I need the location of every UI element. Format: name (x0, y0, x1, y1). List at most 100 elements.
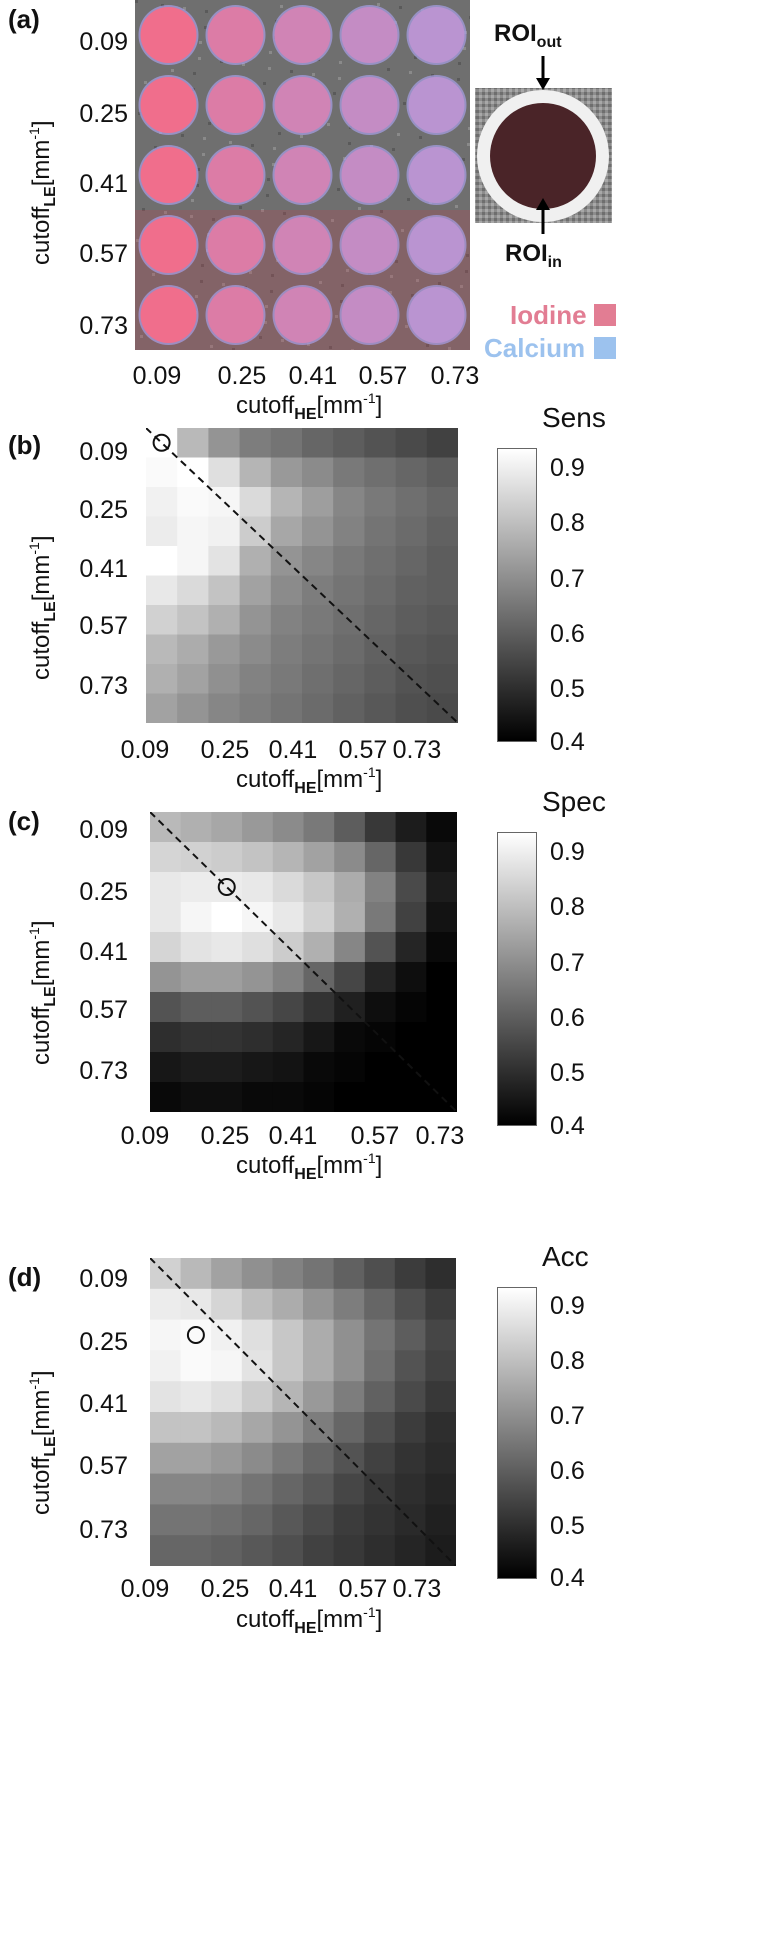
heatmap-cell (211, 1381, 243, 1413)
heatmap-cell (211, 992, 243, 1023)
heatmap-cell (395, 902, 427, 933)
c-y-axis-title: cutoffLE[mm-1] (26, 920, 59, 1066)
noise-speck (266, 194, 269, 197)
heatmap-cell (303, 932, 335, 963)
a-y-tick: 0.41 (79, 170, 128, 198)
heatmap-cell (333, 693, 365, 723)
heatmap-cell (211, 902, 243, 933)
noise-speck (407, 198, 410, 201)
heatmap-cell (394, 1535, 426, 1566)
colorbar-tick: 0.9 (550, 454, 585, 482)
heatmap-cell (425, 1350, 456, 1382)
heatmap-cell (150, 1350, 182, 1382)
heatmap-cell (425, 1319, 456, 1351)
phantom-disk (274, 77, 331, 133)
heatmap-cell (395, 932, 427, 963)
noise-speck (416, 279, 419, 282)
colorbar-tick: 0.8 (550, 509, 585, 537)
heatmap-cell (394, 1258, 426, 1290)
heatmap-cell (208, 634, 241, 665)
heatmap-cell (395, 962, 427, 993)
heatmap-cell (146, 457, 178, 488)
noise-speck (203, 137, 206, 140)
a-x-tick: 0.57 (358, 362, 408, 390)
noise-speck (201, 264, 204, 267)
heatmap-cell (364, 1052, 397, 1083)
heatmap-cell (241, 1535, 273, 1566)
noise-speck (300, 135, 303, 138)
heatmap-cell (146, 546, 178, 576)
heatmap-cell (333, 428, 365, 458)
a-x-tick: 0.09 (132, 362, 182, 390)
heatmap-cell (270, 487, 303, 517)
heatmap-cell (426, 546, 458, 576)
heatmap-cell (272, 812, 304, 843)
heatmap-cell (333, 1504, 365, 1536)
heatmap-cell (180, 1258, 212, 1290)
noise-speck (392, 148, 395, 151)
heatmap-cell (364, 872, 397, 903)
phantom-disk (274, 147, 331, 203)
heatmap-cell (364, 1412, 396, 1444)
b-y-axis-title: cutoffLE[mm-1] (26, 535, 59, 681)
heatmap-cell (146, 487, 178, 517)
heatmap-cell (334, 932, 366, 963)
heatmap-cell (272, 902, 304, 933)
a-y-axis-title: cutoffLE[mm-1] (26, 120, 59, 266)
heatmap-cell (333, 1350, 365, 1382)
heatmap-cell (241, 1258, 273, 1290)
heatmap-cell (364, 992, 397, 1023)
c-x-tick: 0.25 (200, 1122, 250, 1150)
heatmap-cell (426, 428, 458, 458)
heatmap-cell (150, 1381, 182, 1413)
noise-speck (331, 219, 334, 222)
b-y-tick: 0.41 (79, 555, 128, 583)
noise-speck (395, 260, 398, 263)
heatmap-cell (241, 1504, 273, 1536)
noise-speck (281, 339, 284, 342)
heatmap-cell (364, 546, 397, 576)
heatmap-cell (272, 992, 304, 1023)
noise-speck (458, 62, 461, 65)
noise-speck (351, 349, 354, 350)
b-x-tick: 0.09 (120, 736, 170, 764)
d-y-tick: 0.41 (79, 1390, 128, 1418)
heatmap-cell (270, 634, 303, 665)
noise-speck (290, 70, 293, 73)
noise-speck (409, 71, 412, 74)
heatmap-cell (333, 1288, 365, 1321)
colorbar-tick: 0.6 (550, 1457, 585, 1485)
b-x-tick: 0.25 (200, 736, 250, 764)
noise-speck (264, 321, 267, 324)
phantom-disk (274, 287, 331, 343)
heatmap-cell (333, 1258, 365, 1290)
heatmap-cell (239, 605, 272, 635)
noise-speck (405, 325, 408, 328)
heatmap-cell (364, 428, 397, 458)
heatmap-cell (272, 1288, 304, 1321)
noise-speck (403, 102, 406, 105)
acc-heatmap (150, 1258, 456, 1566)
heatmap-cell (242, 992, 274, 1023)
heatmap-cell (180, 1381, 212, 1413)
noise-speck (327, 123, 330, 126)
heatmap-cell (180, 1022, 212, 1053)
heatmap-cell (426, 842, 457, 873)
noise-speck (135, 0, 138, 3)
heatmap-cell (333, 664, 365, 694)
noise-speck (469, 16, 470, 19)
colorbar-tick: 0.5 (550, 675, 585, 703)
phantom-disk (408, 287, 465, 343)
noise-speck (272, 163, 275, 166)
noise-speck (190, 215, 193, 218)
sens-colorbar (497, 448, 537, 742)
noise-speck (261, 209, 264, 212)
a-x-tick: 0.73 (430, 362, 480, 390)
heatmap-cell (302, 516, 334, 547)
noise-speck (239, 206, 242, 209)
phantom-disk (408, 77, 465, 133)
heatmap-cell (425, 1504, 456, 1536)
heatmap-cell (395, 1022, 427, 1053)
heatmap-cell (334, 1022, 366, 1053)
heatmap-cell (425, 1288, 456, 1321)
